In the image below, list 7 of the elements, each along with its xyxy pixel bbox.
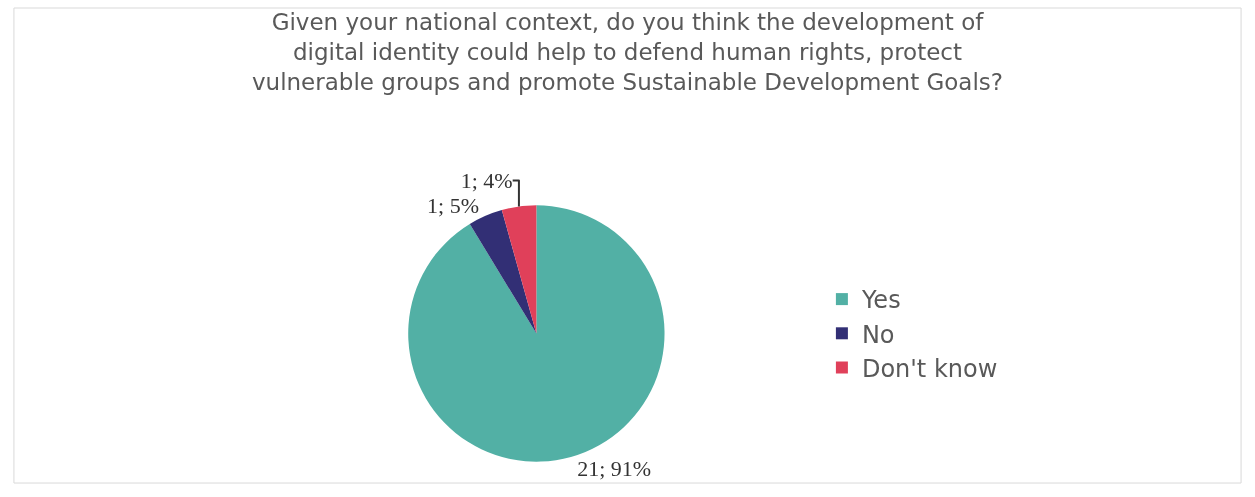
data-label: 21; 91% xyxy=(577,456,652,481)
legend-label: No xyxy=(861,320,895,349)
data-label: 1; 5% xyxy=(427,192,480,218)
chart-title: Given your national context, do you think the development of digital identity could help to defend human rights, protect vulnerable groups and promote Sustainable Development Goals? xyxy=(251,8,1004,95)
legend-label: Yes xyxy=(860,286,901,315)
data-label: 1; 4% xyxy=(460,167,513,193)
legend-label: Don't know xyxy=(861,354,998,383)
